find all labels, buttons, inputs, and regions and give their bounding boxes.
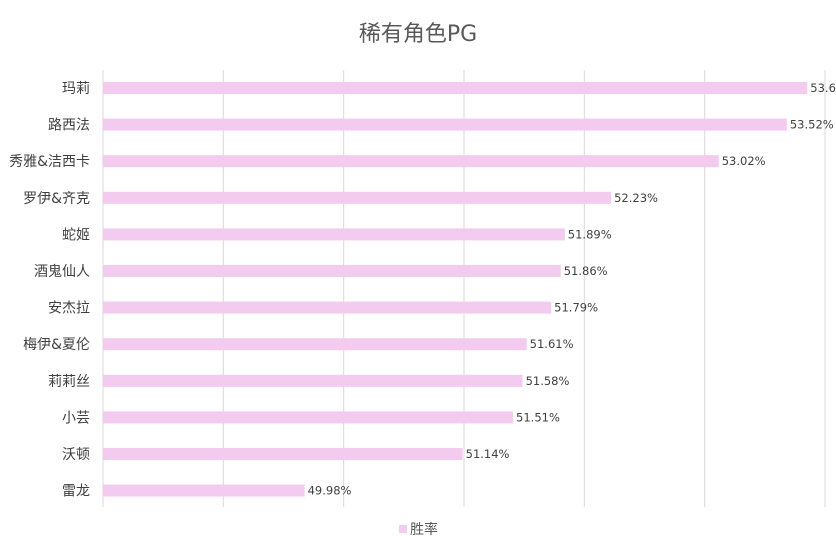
- data-label: 53.02%: [722, 154, 766, 168]
- category-label: 酒鬼仙人: [34, 264, 90, 280]
- data-label: 53.52%: [790, 118, 834, 132]
- bar: [103, 448, 463, 460]
- category-label: 安杰拉: [48, 301, 90, 317]
- data-label: 51.86%: [564, 264, 608, 278]
- legend-label: 胜率: [410, 521, 438, 538]
- data-label: 51.61%: [530, 337, 574, 351]
- bar: [103, 228, 565, 241]
- category-label: 玛莉: [62, 81, 90, 97]
- data-label: 49.98%: [308, 484, 352, 498]
- data-label: 51.89%: [568, 227, 612, 241]
- category-label: 梅伊&夏伦: [23, 337, 90, 353]
- bar: [103, 374, 523, 387]
- bar: [103, 484, 305, 497]
- data-label: 51.14%: [466, 447, 510, 461]
- category-label: 小芸: [62, 410, 90, 426]
- bar: [103, 118, 787, 131]
- category-label: 罗伊&齐克: [23, 191, 90, 207]
- data-label: 53.67%: [810, 81, 836, 95]
- legend: 胜率: [399, 521, 438, 538]
- bar: [103, 265, 561, 277]
- category-label: 雷龙: [62, 484, 90, 500]
- data-labels: 53.67% 53.52% 53.02% 52.23% 51.89% 51.86% 51.7…: [308, 81, 836, 498]
- bar: [103, 338, 527, 351]
- bar: [103, 82, 808, 94]
- bar: [103, 155, 719, 168]
- legend-swatch: [399, 525, 407, 533]
- gridlines: [102, 70, 826, 507]
- category-label: 路西法: [48, 118, 90, 134]
- category-label: 沃顿: [62, 447, 90, 463]
- category-label: 莉莉丝: [48, 374, 90, 390]
- chart-title: 稀有角色PG: [359, 22, 477, 47]
- data-label: 52.23%: [614, 191, 658, 205]
- category-label: 秀雅&洁西卡: [9, 154, 90, 170]
- bar: [103, 411, 514, 424]
- data-label: 51.58%: [526, 374, 570, 388]
- category-label: 蛇姬: [62, 227, 90, 243]
- bars: [103, 82, 808, 497]
- bar: [103, 301, 552, 314]
- data-label: 51.51%: [516, 410, 560, 424]
- bar: [103, 191, 612, 204]
- data-label: 51.79%: [554, 301, 598, 315]
